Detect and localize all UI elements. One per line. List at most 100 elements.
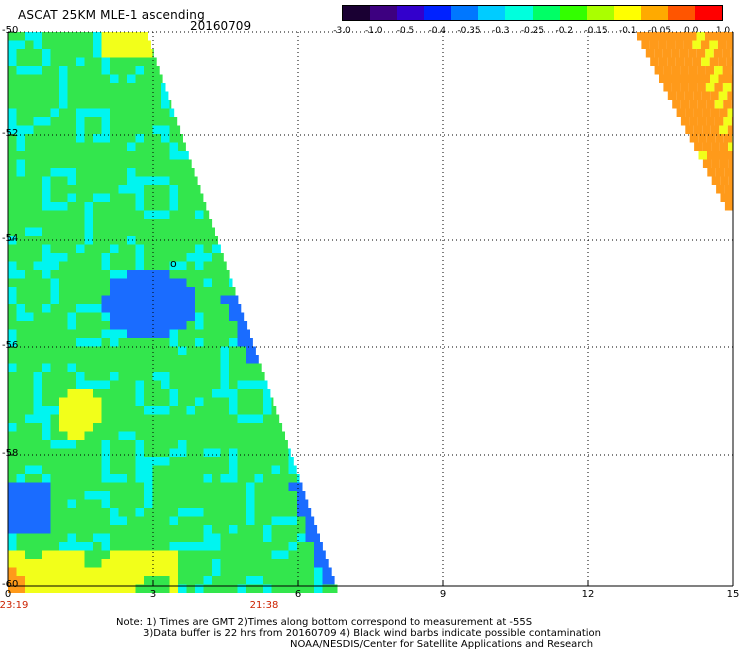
swath-cell <box>84 32 93 41</box>
swath-cell <box>178 329 187 338</box>
swath-cell <box>50 542 59 551</box>
swath-cell <box>676 108 686 117</box>
swath-cell <box>161 363 170 372</box>
swath-cell <box>263 431 272 440</box>
swath-cell <box>50 448 59 457</box>
swath-cell <box>169 457 178 466</box>
swath-cell <box>195 389 204 398</box>
swath-cell <box>220 372 229 381</box>
swath-cell <box>25 210 34 219</box>
swath-cell <box>152 474 161 483</box>
swath-cell <box>186 457 195 466</box>
swath-cell <box>93 219 102 228</box>
swath-cell <box>118 57 127 66</box>
swath-cell <box>16 346 25 355</box>
swath-cell <box>127 219 136 228</box>
swath-cell <box>220 567 229 576</box>
swath-cell <box>127 457 136 466</box>
swath-cell <box>50 202 59 211</box>
swath-cell <box>178 151 187 160</box>
swath-cell <box>33 210 42 219</box>
swath-cell <box>118 567 127 576</box>
swath-cell <box>16 576 25 585</box>
swath-cell <box>135 465 144 474</box>
swath-cell <box>246 363 255 372</box>
swath-cell <box>127 584 136 593</box>
swath-cell <box>110 491 119 500</box>
swath-cell <box>280 533 289 542</box>
swath-cell <box>195 321 204 330</box>
swath-cell <box>76 49 85 58</box>
swath-cell <box>76 125 85 134</box>
swath-cell <box>169 440 178 449</box>
swath-cell <box>169 355 178 364</box>
colorbar-segment <box>370 6 398 20</box>
swath-cell <box>93 32 102 41</box>
swath-cell <box>271 423 280 432</box>
swath-cell <box>101 525 110 534</box>
swath-cell <box>84 40 93 49</box>
swath-cell <box>16 321 25 330</box>
swath-cell <box>42 440 51 449</box>
swath-cell <box>33 525 42 534</box>
swath-cell <box>161 508 170 517</box>
swath-cell <box>263 440 272 449</box>
swath-cell <box>229 312 238 321</box>
swath-cell <box>237 406 246 415</box>
swath-cell <box>728 176 733 185</box>
swath-cell <box>127 533 136 542</box>
swath-cell <box>16 49 25 58</box>
swath-cell <box>169 227 178 236</box>
swath-cell <box>42 389 51 398</box>
swath-cell <box>186 431 195 440</box>
swath-cell <box>271 542 280 551</box>
swath-cell <box>84 142 93 151</box>
swath-cell <box>76 516 85 525</box>
swath-cell <box>229 457 238 466</box>
swath-cell <box>16 227 25 236</box>
swath-cell <box>16 168 25 177</box>
swath-cell <box>8 125 17 134</box>
swath-cell <box>135 457 144 466</box>
swath-cell <box>697 100 707 109</box>
swath-cell <box>144 159 153 168</box>
swath-cell <box>246 559 255 568</box>
swath-cell <box>110 559 119 568</box>
swath-cell <box>76 440 85 449</box>
swath-cell <box>33 431 42 440</box>
swath-cell <box>50 287 59 296</box>
swath-cell <box>186 440 195 449</box>
swath-cell <box>76 457 85 466</box>
swath-cell <box>229 516 238 525</box>
swath-cell <box>305 559 314 568</box>
swath-cell <box>169 193 178 202</box>
swath-cell <box>59 423 68 432</box>
swath-cell <box>246 372 255 381</box>
swath-cell <box>186 253 195 262</box>
swath-cell <box>212 474 221 483</box>
swath-cell <box>76 32 85 41</box>
swath-cell <box>229 474 238 483</box>
swath-cell <box>33 355 42 364</box>
swath-cell <box>50 210 59 219</box>
swath-cell <box>101 117 110 126</box>
swath-cell <box>50 321 59 330</box>
swath-cell <box>101 550 110 559</box>
swath-cell <box>135 576 144 585</box>
swath-cell <box>220 474 229 483</box>
swath-cell <box>8 304 17 313</box>
swath-cell <box>93 312 102 321</box>
swath-cell <box>127 542 136 551</box>
swath-cell <box>186 210 195 219</box>
swath-cell <box>118 117 127 126</box>
swath-cell <box>8 482 17 491</box>
swath-cell <box>67 32 76 41</box>
swath-cell <box>212 567 221 576</box>
swath-cell <box>33 380 42 389</box>
swath-cell <box>8 227 17 236</box>
swath-cell <box>203 457 212 466</box>
swath-cell <box>186 295 195 304</box>
swath-cell <box>152 389 161 398</box>
swath-cell <box>135 346 144 355</box>
swath-cell <box>169 423 178 432</box>
